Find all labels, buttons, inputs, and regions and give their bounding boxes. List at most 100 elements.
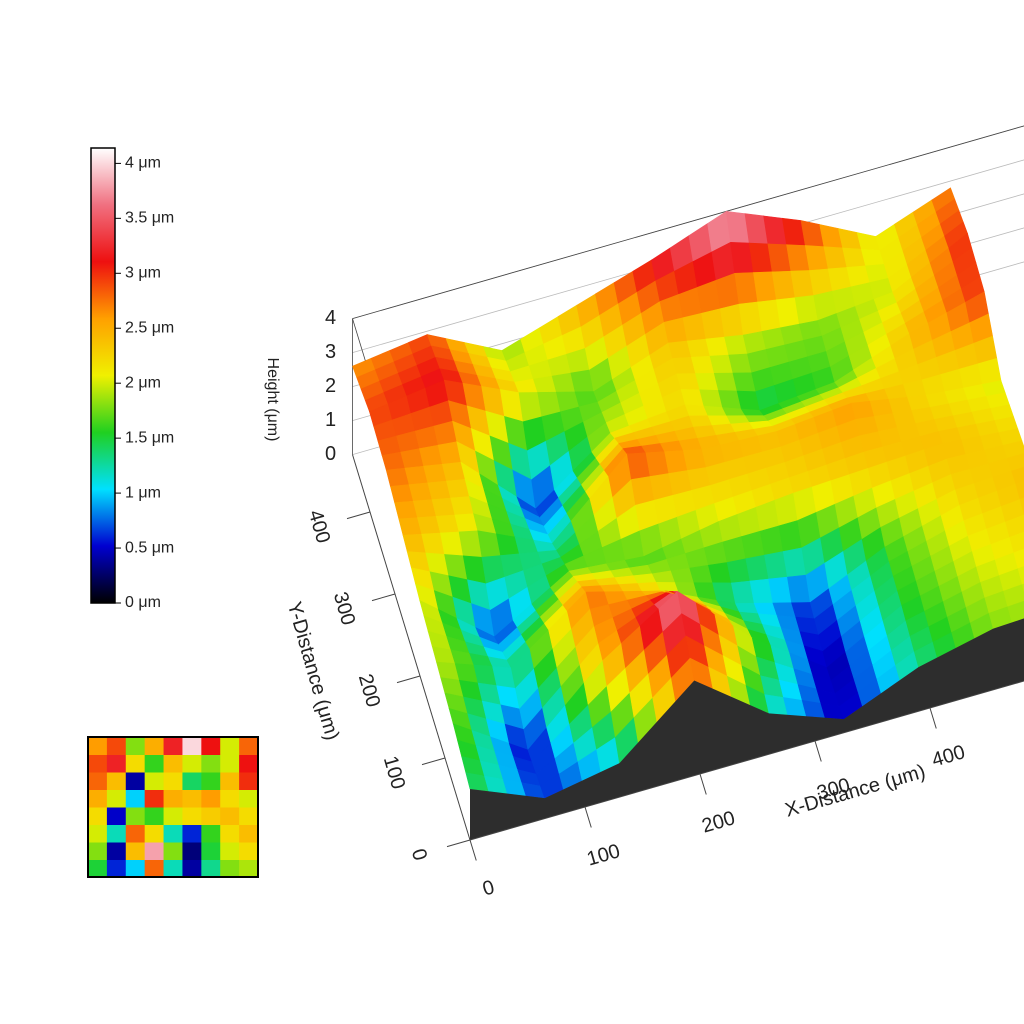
thumbnail-cell [88, 754, 108, 773]
thumbnail-cell [182, 859, 202, 878]
thumbnail-cell [163, 842, 183, 860]
thumbnail-cell [201, 824, 221, 843]
thumbnail-cell [106, 824, 127, 843]
thumbnail-cell [88, 772, 108, 790]
thumbnail-cell [239, 772, 259, 790]
thumbnail-cell [144, 859, 165, 878]
surface-cell [1011, 466, 1024, 485]
thumbnail-cell [125, 842, 146, 860]
thumbnail-cell [239, 807, 259, 825]
y-tick-label: 300 [329, 590, 359, 628]
surface-cell [1007, 600, 1024, 623]
surface-cell [1019, 497, 1024, 516]
thumbnail-cell [144, 842, 165, 860]
thumbnail-cell [220, 859, 240, 878]
x-tick-label: 0 [480, 876, 497, 900]
thumbnail-cell [144, 824, 165, 843]
colorbar-tick-label: 3.5 μm [125, 210, 174, 227]
x-tick [699, 773, 707, 795]
x-tick [929, 707, 937, 729]
colorbar-tick-label: 1 μm [125, 484, 161, 501]
colorbar-tick-label: 1.5 μm [125, 429, 174, 446]
colorbar-tick-label: 2.5 μm [125, 319, 174, 336]
thumbnail-cell [201, 859, 221, 878]
surface-cell [1017, 566, 1024, 585]
x-tick-label: 200 [699, 807, 737, 837]
x-tick [584, 806, 592, 828]
thumbnail-cell [106, 754, 127, 773]
thumbnail-cell [239, 859, 259, 878]
colorbar-tick-label: 3 μm [125, 265, 161, 282]
thumbnail-cell [125, 824, 146, 843]
colorbar-tick-label: 0 μm [125, 594, 161, 611]
x-axis [469, 680, 1024, 841]
surface-cell [1009, 531, 1024, 554]
z-tick-label: 4 [325, 307, 336, 329]
thumbnail-cell [201, 789, 221, 808]
thumbnail-cell [239, 824, 259, 843]
thumbnail-frame [87, 736, 259, 878]
thumbnail-cell [220, 789, 240, 808]
y-tick-label: 0 [407, 846, 431, 863]
colorbar-tick-label: 2 μm [125, 374, 161, 391]
thumbnail-cell [125, 737, 146, 755]
z-tick-label: 1 [325, 409, 336, 431]
x-tick-label: 100 [584, 840, 622, 870]
thumbnail-cell [88, 859, 108, 878]
thumbnail-cell [220, 842, 240, 860]
thumbnail-cell [88, 842, 108, 860]
thumbnail-cell [201, 737, 221, 755]
thumbnail-cell [88, 807, 108, 825]
colorbar-tick-label: 4 μm [125, 155, 161, 172]
y-tick [371, 593, 396, 602]
thumbnail-cell [182, 824, 202, 843]
thumbnail-cell [201, 842, 221, 860]
thumbnail-cell [220, 754, 240, 773]
thumbnail-cell [182, 842, 202, 860]
thumbnail-cell [239, 737, 259, 755]
box-edge [352, 125, 1024, 319]
x-axis-title: X-Distance (μm) [783, 761, 928, 822]
thumbnail-cell [239, 754, 259, 773]
y-tick [346, 511, 371, 520]
thumbnail-cell [125, 789, 146, 808]
y-tick-label: 100 [379, 754, 409, 792]
thumbnail-cell [88, 789, 108, 808]
thumbnail-cell [201, 807, 221, 825]
z-tick-label: 0 [325, 443, 336, 465]
thumbnail-cell [220, 824, 240, 843]
thumbnail-cell [125, 772, 146, 790]
z-axis-title: Height (μm) [264, 358, 281, 442]
thumbnail-cell [106, 807, 127, 825]
thumbnail-cell [239, 842, 259, 860]
thumbnail-cell [163, 859, 183, 878]
thumbnail-cell [163, 807, 183, 825]
x-tick [814, 740, 822, 762]
thumbnail-cell [201, 772, 221, 790]
surface-cell [1007, 453, 1024, 472]
thumbnail-cell [106, 737, 127, 755]
thumbnail-cell [182, 807, 202, 825]
y-axis-title: Y-Distance (μm) [283, 599, 344, 743]
x-tick [469, 839, 477, 861]
thumbnail-cell [201, 754, 221, 773]
thumbnail-cell [163, 789, 183, 808]
x-tick-label: 400 [929, 741, 967, 771]
thumbnail-cell [106, 789, 127, 808]
thumbnail-cell [163, 754, 183, 773]
thumbnail-cell [220, 772, 240, 790]
y-tick-label: 400 [304, 508, 334, 546]
y-tick [421, 757, 446, 766]
thumbnail-cell [163, 824, 183, 843]
thumbnail-cell [182, 789, 202, 808]
thumbnail-cell [125, 754, 146, 773]
thumbnail-cell [88, 737, 108, 755]
thumbnail-cell [125, 859, 146, 878]
thumbnail-cell [182, 772, 202, 790]
thumbnail-cell [163, 772, 183, 790]
thumbnail-cell [88, 824, 108, 843]
thumbnail-cell [163, 737, 183, 755]
z-tick-label: 3 [325, 341, 336, 363]
thumbnail-cell [144, 772, 165, 790]
thumbnail-cell [182, 754, 202, 773]
